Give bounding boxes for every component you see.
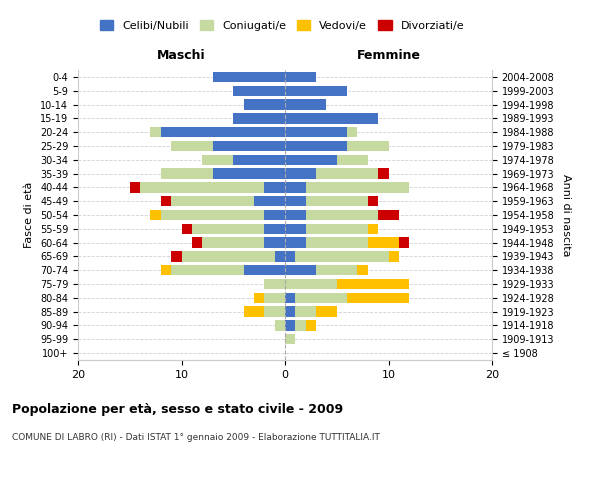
Bar xyxy=(285,127,347,138)
Bar xyxy=(212,168,285,179)
Bar xyxy=(285,334,295,344)
Bar xyxy=(378,168,389,179)
Bar xyxy=(161,127,285,138)
Bar xyxy=(316,306,337,317)
Bar xyxy=(389,252,399,262)
Bar xyxy=(161,265,171,276)
Bar xyxy=(202,154,233,165)
Bar xyxy=(337,279,409,289)
Bar xyxy=(244,265,285,276)
Bar xyxy=(265,238,285,248)
Bar xyxy=(337,154,368,165)
Bar xyxy=(347,292,409,303)
Bar xyxy=(275,320,285,330)
Bar xyxy=(285,224,306,234)
Bar xyxy=(151,127,161,138)
Bar xyxy=(347,127,358,138)
Text: COMUNE DI LABRO (RI) - Dati ISTAT 1° gennaio 2009 - Elaborazione TUTTITALIA.IT: COMUNE DI LABRO (RI) - Dati ISTAT 1° gen… xyxy=(12,432,380,442)
Bar xyxy=(244,306,265,317)
Bar xyxy=(285,238,306,248)
Bar xyxy=(285,265,316,276)
Bar xyxy=(254,292,265,303)
Bar xyxy=(368,238,399,248)
Bar xyxy=(233,154,285,165)
Bar xyxy=(212,141,285,151)
Bar xyxy=(161,196,171,206)
Bar xyxy=(285,252,295,262)
Bar xyxy=(368,196,378,206)
Y-axis label: Anni di nascita: Anni di nascita xyxy=(561,174,571,256)
Bar xyxy=(171,141,212,151)
Bar xyxy=(275,252,285,262)
Bar xyxy=(244,100,285,110)
Bar xyxy=(265,224,285,234)
Bar xyxy=(182,252,275,262)
Bar xyxy=(285,279,337,289)
Bar xyxy=(347,141,389,151)
Bar xyxy=(306,182,409,192)
Bar xyxy=(378,210,399,220)
Bar xyxy=(285,100,326,110)
Bar xyxy=(192,224,265,234)
Bar xyxy=(161,210,265,220)
Bar xyxy=(316,265,358,276)
Bar xyxy=(295,320,306,330)
Bar xyxy=(368,224,378,234)
Bar xyxy=(285,154,337,165)
Bar xyxy=(171,252,182,262)
Bar xyxy=(399,238,409,248)
Bar xyxy=(285,86,347,96)
Bar xyxy=(233,113,285,124)
Bar xyxy=(295,252,389,262)
Bar xyxy=(130,182,140,192)
Bar xyxy=(306,224,368,234)
Bar xyxy=(285,320,295,330)
Bar xyxy=(202,238,265,248)
Bar xyxy=(265,292,285,303)
Bar xyxy=(295,306,316,317)
Text: Popolazione per età, sesso e stato civile - 2009: Popolazione per età, sesso e stato civil… xyxy=(12,402,343,415)
Bar xyxy=(192,238,202,248)
Bar xyxy=(140,182,265,192)
Bar xyxy=(285,72,316,82)
Bar xyxy=(233,86,285,96)
Legend: Celibi/Nubili, Coniugati/e, Vedovi/e, Divorziati/e: Celibi/Nubili, Coniugati/e, Vedovi/e, Di… xyxy=(95,16,469,35)
Bar xyxy=(265,279,285,289)
Bar xyxy=(285,306,295,317)
Bar xyxy=(182,224,192,234)
Bar xyxy=(285,141,347,151)
Bar xyxy=(306,210,378,220)
Bar xyxy=(306,320,316,330)
Bar xyxy=(265,182,285,192)
Bar xyxy=(254,196,285,206)
Bar xyxy=(161,168,212,179)
Bar xyxy=(316,168,378,179)
Bar xyxy=(306,238,368,248)
Bar xyxy=(212,72,285,82)
Bar xyxy=(151,210,161,220)
Bar xyxy=(265,306,285,317)
Bar xyxy=(285,292,295,303)
Bar xyxy=(306,196,368,206)
Bar xyxy=(171,265,244,276)
Bar xyxy=(285,113,378,124)
Y-axis label: Fasce di età: Fasce di età xyxy=(25,182,34,248)
Bar xyxy=(285,182,306,192)
Bar xyxy=(295,292,347,303)
Bar xyxy=(285,210,306,220)
Bar xyxy=(171,196,254,206)
Text: Femmine: Femmine xyxy=(356,48,421,62)
Bar xyxy=(285,168,316,179)
Bar xyxy=(265,210,285,220)
Bar xyxy=(358,265,368,276)
Bar xyxy=(285,196,306,206)
Text: Maschi: Maschi xyxy=(157,48,206,62)
